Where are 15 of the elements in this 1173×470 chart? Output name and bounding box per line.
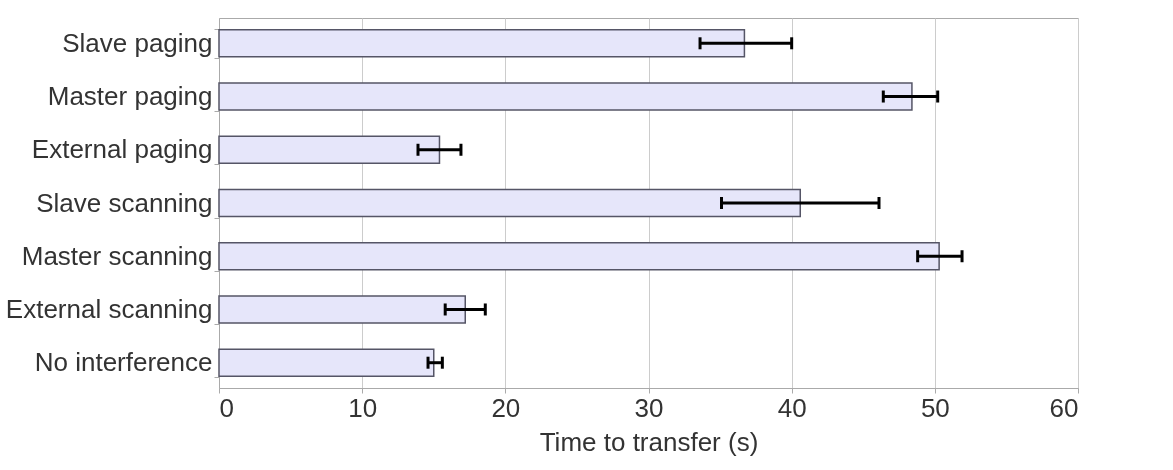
y-tick-label: Slave scanning [36, 187, 213, 218]
x-tick-label: 40 [777, 392, 807, 423]
x-tick-label: 30 [634, 392, 664, 423]
y-tick-label: Master paging [47, 81, 213, 112]
x-tick-label: 60 [1049, 392, 1079, 423]
x-tick-label: 10 [348, 392, 378, 423]
y-tick-label: No interference [34, 347, 213, 378]
x-tick-label: 20 [491, 392, 521, 423]
y-tick-label: External scanning [5, 293, 213, 324]
x-tick-label: 50 [920, 392, 950, 423]
y-tick-label: Slave paging [62, 27, 213, 58]
y-tick-label: External paging [31, 134, 213, 165]
x-tick-label: 0 [219, 392, 234, 423]
y-tick-label: Master scanning [21, 240, 213, 271]
x-axis-title: Time to transfer (s) [539, 426, 759, 457]
